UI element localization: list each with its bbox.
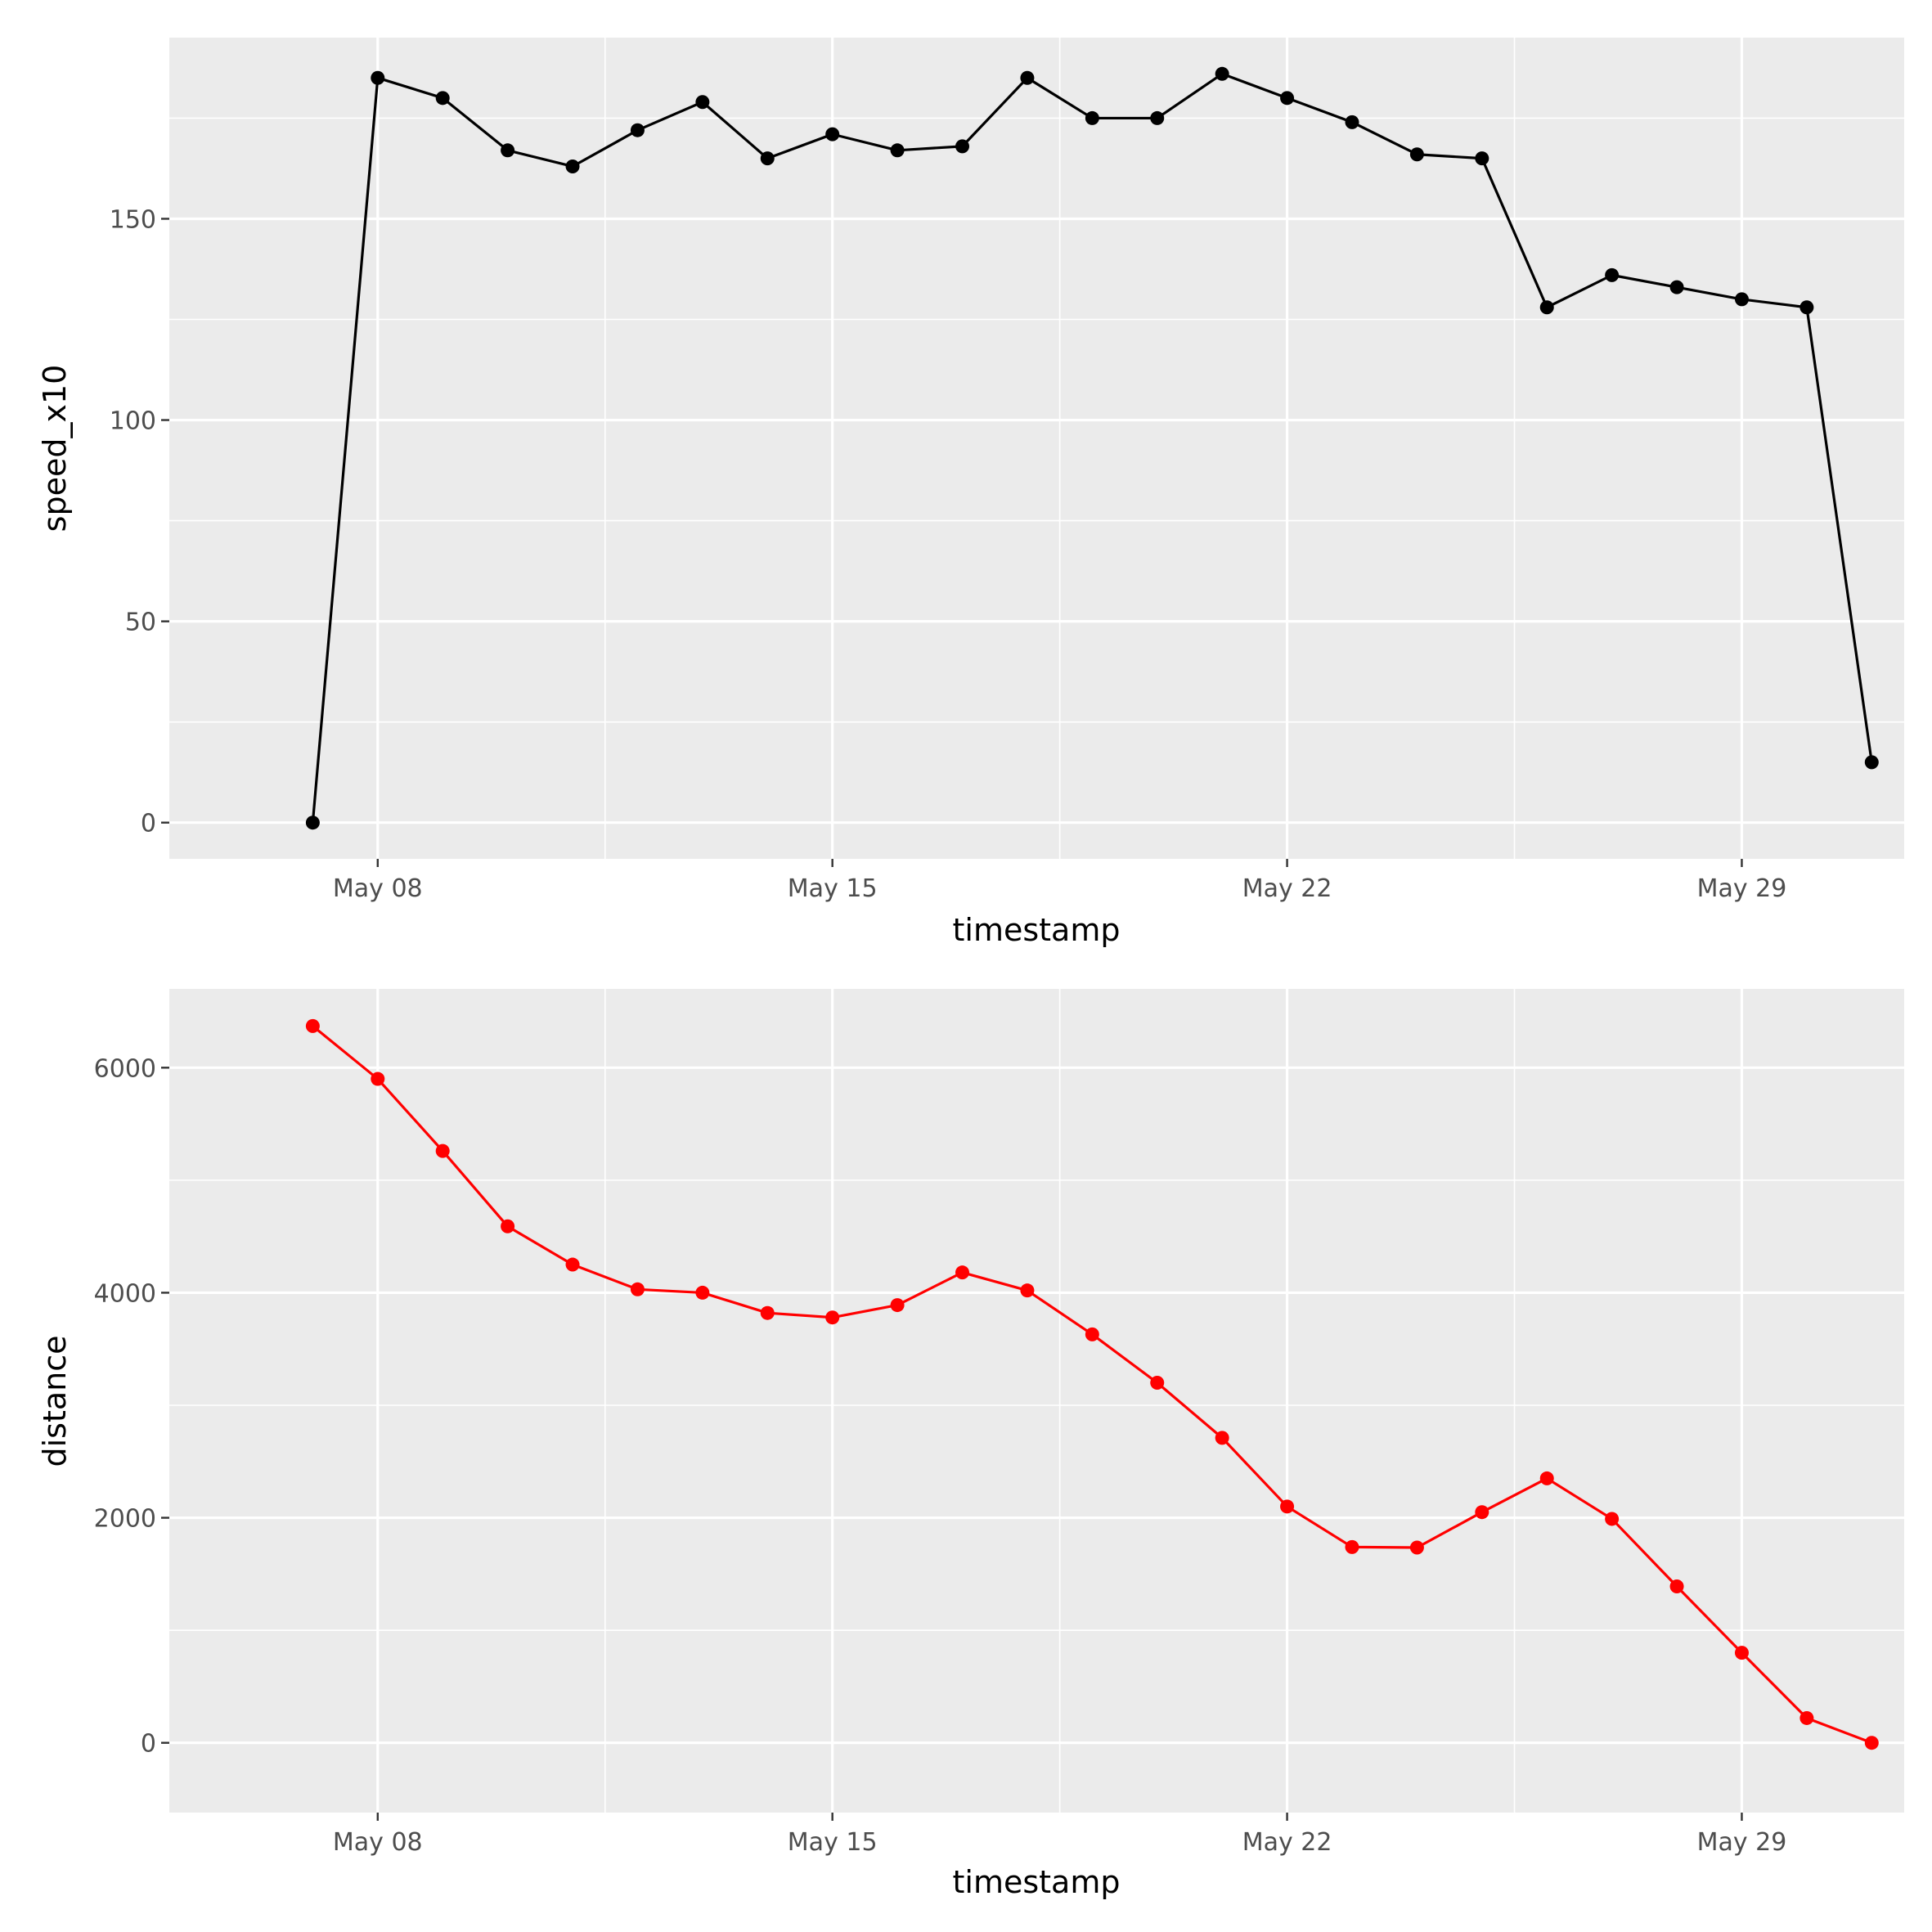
distance-panel: 0 2000 4000 6000 May 08 May 15 May 22 May 29 ti… xyxy=(37,989,1904,1900)
distance-x-tick-label: May 22 xyxy=(1242,1828,1332,1857)
speed-x-tick-label: May 22 xyxy=(1242,874,1332,903)
speed-data-point xyxy=(1280,91,1295,106)
distance-data-point xyxy=(565,1257,580,1272)
speed-data-point xyxy=(955,139,970,154)
distance-data-point xyxy=(825,1310,840,1325)
speed-panel: 0 50 100 150 May 08 May 15 May 22 May 29 timest… xyxy=(37,38,1904,948)
speed-data-point xyxy=(1020,70,1035,85)
speed-data-point xyxy=(371,70,385,85)
distance-y-tick-label: 0 xyxy=(141,1730,156,1759)
speed-y-tick-label: 150 xyxy=(110,205,156,234)
distance-data-point xyxy=(1734,1646,1749,1660)
distance-y-tick-label: 4000 xyxy=(94,1279,156,1308)
distance-panel-background xyxy=(169,989,1904,1813)
distance-data-point xyxy=(630,1282,645,1296)
speed-y-tick-label: 0 xyxy=(141,810,156,838)
speed-data-point xyxy=(1799,300,1814,315)
distance-data-point xyxy=(1864,1736,1879,1750)
speed-data-point xyxy=(435,91,450,106)
speed-marks xyxy=(305,66,1879,830)
distance-data-point xyxy=(1409,1540,1424,1555)
speed-x-tick-label: May 15 xyxy=(788,874,878,903)
speed-data-point xyxy=(1734,292,1749,307)
speed-data-point xyxy=(1150,110,1165,125)
speed-data-point xyxy=(1085,110,1099,125)
distance-data-point xyxy=(1150,1375,1165,1390)
distance-x-axis-title: timestamp xyxy=(953,1864,1121,1900)
distance-data-point xyxy=(1085,1327,1099,1341)
speed-y-axis-title: speed_x10 xyxy=(37,365,73,532)
speed-data-point xyxy=(1669,280,1684,294)
speed-data-point xyxy=(1475,151,1489,166)
distance-data-point xyxy=(1345,1539,1359,1554)
speed-data-point xyxy=(1539,300,1554,315)
speed-x-tick-label: May 08 xyxy=(333,874,423,903)
distance-data-point xyxy=(1669,1579,1684,1593)
distance-data-point xyxy=(1605,1512,1620,1526)
speed-data-point xyxy=(305,815,320,830)
speed-ticks: 0 50 100 150 May 08 May 15 May 22 May 29 xyxy=(110,205,1787,903)
speed-data-point xyxy=(565,159,580,173)
distance-y-tick-label: 6000 xyxy=(94,1054,156,1083)
speed-data-point xyxy=(695,95,710,110)
speed-grid xyxy=(169,38,1904,859)
distance-marks xyxy=(305,1018,1879,1750)
distance-data-point xyxy=(435,1143,450,1158)
distance-x-tick-label: May 08 xyxy=(333,1828,423,1857)
speed-x-axis-title: timestamp xyxy=(953,912,1121,948)
speed-data-point xyxy=(890,143,905,158)
distance-data-point xyxy=(695,1285,710,1300)
speed-data-point xyxy=(501,143,515,158)
distance-y-axis-title: distance xyxy=(37,1335,73,1467)
distance-x-tick-label: May 15 xyxy=(788,1828,878,1857)
distance-data-point xyxy=(1020,1283,1035,1298)
distance-data-point xyxy=(955,1265,970,1280)
distance-data-point xyxy=(371,1072,385,1086)
speed-data-point xyxy=(825,127,840,142)
speed-data-point xyxy=(1345,115,1359,129)
speed-y-tick-label: 50 xyxy=(125,609,156,637)
speed-data-point xyxy=(1215,66,1229,81)
distance-data-point xyxy=(305,1018,320,1033)
distance-data-point xyxy=(1215,1431,1229,1445)
distance-ticks: 0 2000 4000 6000 May 08 May 15 May 22 May 29 xyxy=(94,1054,1787,1857)
distance-data-point xyxy=(1799,1710,1814,1725)
distance-data-point xyxy=(1475,1505,1489,1520)
speed-data-point xyxy=(1409,147,1424,162)
speed-data-point xyxy=(1605,267,1620,282)
distance-y-tick-label: 2000 xyxy=(94,1505,156,1534)
speed-data-point xyxy=(1864,755,1879,770)
speed-data-point xyxy=(760,151,775,166)
speed-data-point xyxy=(630,123,645,137)
distance-data-point xyxy=(501,1219,515,1233)
distance-x-tick-label: May 29 xyxy=(1697,1828,1787,1857)
distance-data-point xyxy=(760,1305,775,1320)
distance-data-point xyxy=(1539,1471,1554,1485)
speed-y-tick-label: 100 xyxy=(110,407,156,436)
distance-data-point xyxy=(890,1298,905,1313)
distance-data-point xyxy=(1280,1499,1295,1514)
speed-panel-background xyxy=(169,38,1904,859)
speed-x-tick-label: May 29 xyxy=(1697,874,1787,903)
